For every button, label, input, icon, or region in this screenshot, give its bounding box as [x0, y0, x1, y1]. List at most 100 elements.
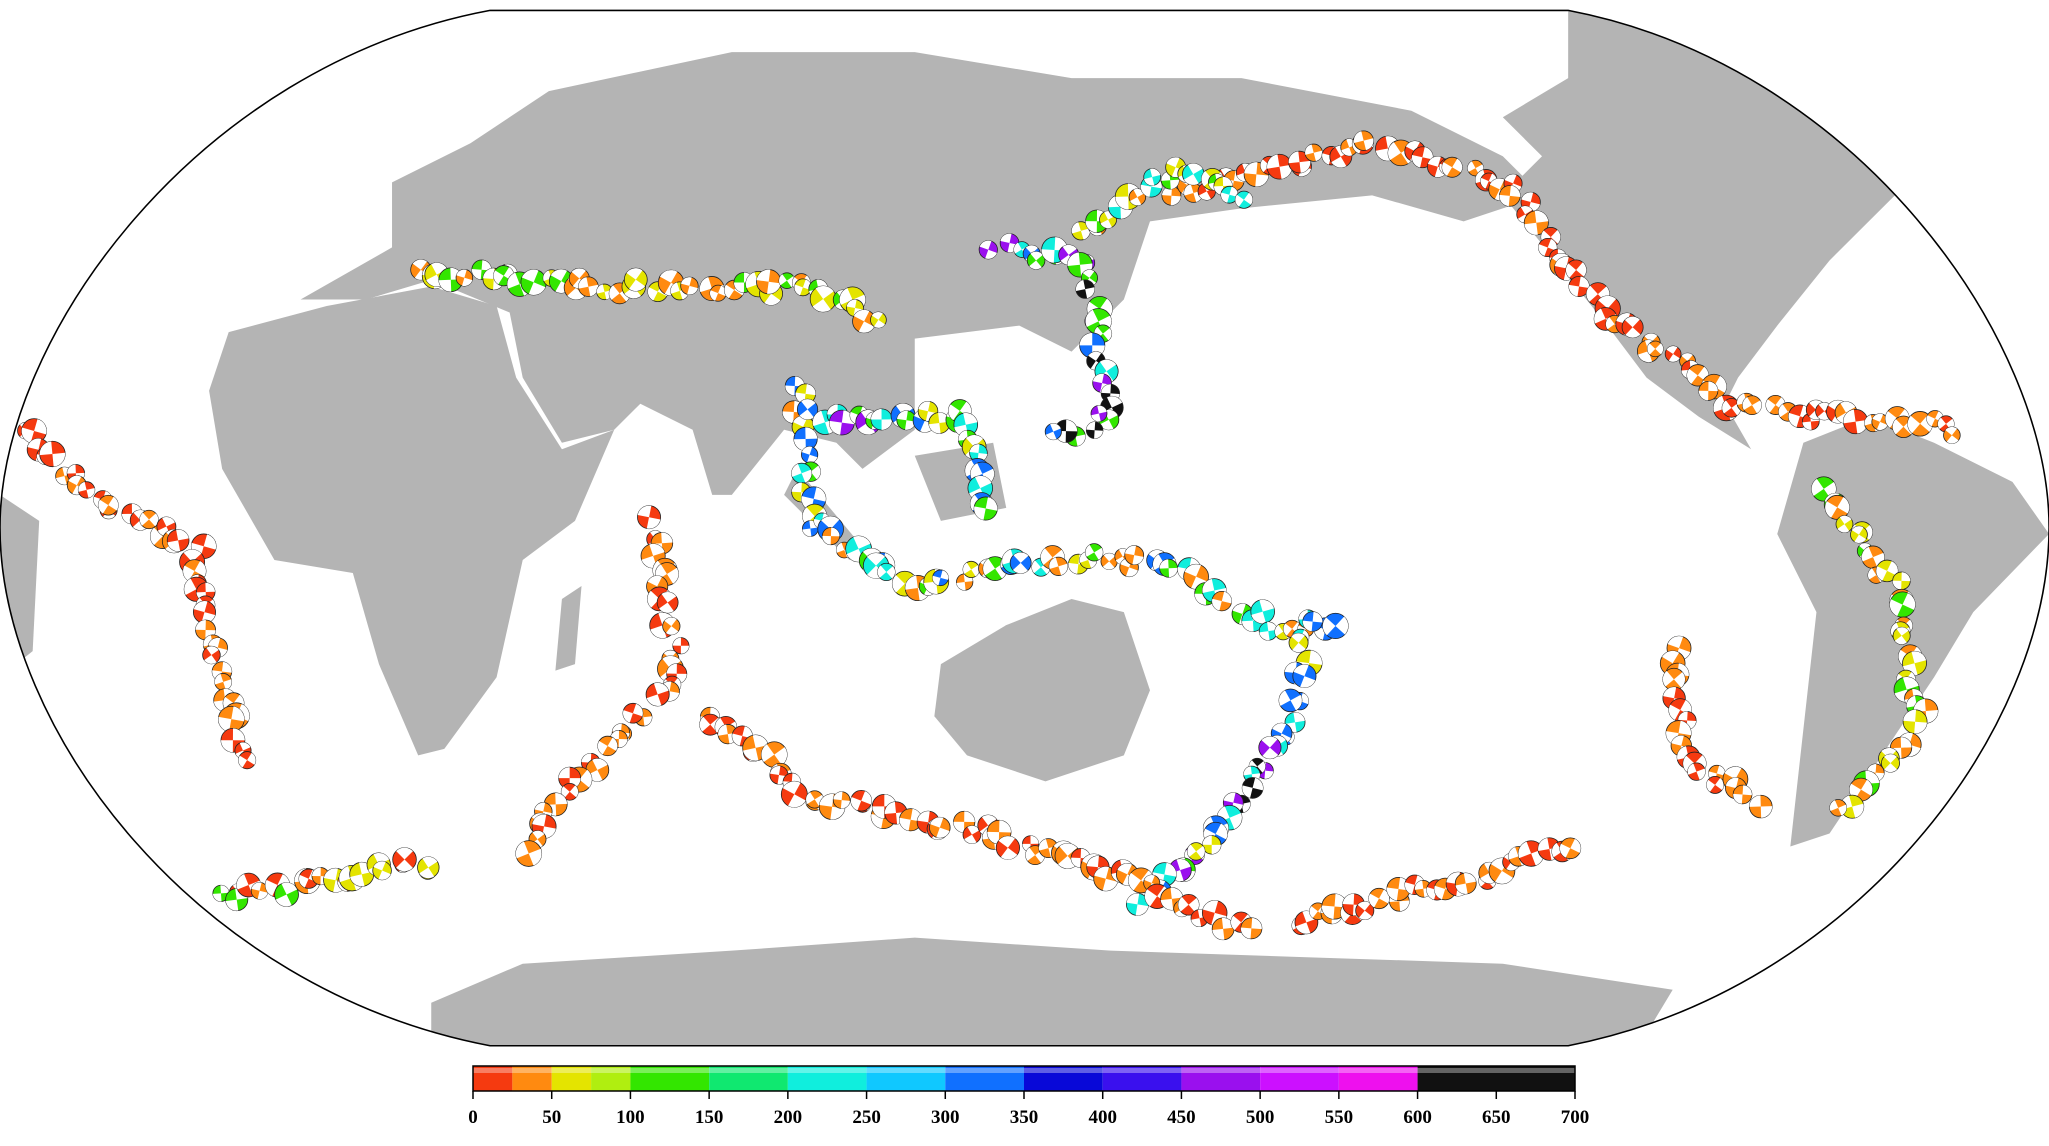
beachball — [597, 735, 618, 757]
beachball-quadrant — [21, 419, 47, 443]
beachball — [1355, 901, 1375, 921]
beachball-quadrant — [1733, 785, 1752, 804]
colorbar-segment — [473, 1066, 513, 1091]
beachball — [1881, 753, 1900, 773]
beachball — [1664, 345, 1682, 363]
beachball-quadrant — [220, 728, 245, 753]
beachball — [1353, 130, 1374, 151]
colorbar-segment — [945, 1066, 1024, 1091]
beachball — [1241, 777, 1264, 799]
beachball-quadrant — [456, 269, 473, 287]
beachball — [656, 591, 679, 614]
beachball — [793, 426, 818, 451]
beachball-quadrant — [659, 592, 677, 613]
beachball — [1211, 590, 1232, 612]
colorbar-segment — [591, 1066, 631, 1091]
beachball-quadrant — [1159, 559, 1178, 578]
beachball-quadrant — [238, 752, 256, 768]
colorbar-tick-label: 450 — [1167, 1107, 1196, 1128]
beachball — [1687, 762, 1706, 781]
africa — [209, 286, 615, 756]
beachball-quadrant — [1293, 664, 1316, 688]
beachball-quadrant — [1029, 251, 1043, 270]
beachball — [850, 790, 873, 812]
beachball — [1850, 525, 1868, 544]
beachball — [1523, 210, 1549, 236]
beachball-quadrant — [1291, 633, 1306, 653]
beachball-quadrant — [1442, 158, 1463, 176]
beachball — [372, 860, 392, 881]
beachball-quadrant — [646, 682, 669, 706]
beachball — [932, 569, 949, 587]
beachball — [97, 494, 119, 516]
beachball-quadrant — [956, 573, 973, 591]
beachball-quadrant — [1075, 280, 1095, 299]
beachball-quadrant — [1130, 188, 1145, 206]
beachball — [756, 269, 782, 295]
beachball-quadrant — [1749, 795, 1773, 818]
beachball-quadrant — [98, 496, 119, 514]
beachball-quadrant — [1094, 866, 1118, 891]
beachball — [417, 856, 440, 879]
beachball-quadrant — [235, 742, 251, 759]
beachball-quadrant — [1668, 700, 1692, 720]
beachball-quadrant — [987, 820, 1012, 845]
beachball-quadrant — [39, 441, 66, 467]
beachball-quadrant — [1187, 844, 1205, 859]
beachball — [1646, 340, 1664, 358]
beachball-quadrant — [373, 861, 391, 880]
beachball — [645, 682, 670, 707]
beachball-quadrant — [1742, 397, 1762, 414]
beachball-quadrant — [1837, 515, 1852, 533]
beachball-quadrant — [870, 408, 893, 431]
beachball-quadrant — [801, 487, 826, 511]
beachball — [1182, 162, 1205, 186]
colorbar-tick-label: 300 — [931, 1107, 960, 1128]
beachball-quadrant — [1321, 893, 1348, 920]
beachball-quadrant — [969, 444, 988, 462]
beachball — [1085, 543, 1104, 562]
beachball — [962, 825, 982, 844]
beachball-quadrant — [1288, 151, 1311, 173]
beachball-quadrant — [1091, 405, 1107, 422]
beachball-quadrant — [1183, 163, 1203, 185]
beachball-quadrant — [1945, 426, 1959, 444]
beachball-quadrant — [998, 836, 1018, 860]
beachball-quadrant — [78, 481, 95, 498]
beachball — [795, 383, 816, 405]
beachball-quadrant — [819, 793, 845, 820]
beachball — [1266, 153, 1293, 180]
beachball-quadrant — [791, 463, 812, 483]
beachball-quadrant — [265, 874, 290, 896]
beachball-quadrant — [578, 277, 599, 297]
beachball — [560, 782, 579, 801]
beachball — [1835, 515, 1854, 533]
beachball — [899, 808, 923, 832]
beachball-quadrant — [1244, 162, 1269, 187]
beachball — [794, 278, 812, 297]
beachball — [1842, 409, 1869, 435]
beachball — [1128, 188, 1147, 206]
beachball-quadrant — [1538, 238, 1557, 257]
beachball — [821, 527, 840, 546]
beachball — [1749, 794, 1773, 819]
beachball-quadrant — [1913, 698, 1938, 724]
beachball — [1943, 426, 1961, 444]
beachball-quadrant — [167, 529, 189, 552]
colorbar-segment — [512, 1066, 552, 1091]
beachball-quadrant — [1624, 316, 1641, 338]
beachball-quadrant — [641, 543, 665, 569]
map-frame — [0, 9, 2049, 1047]
beachball-quadrant — [954, 412, 978, 437]
beachball-quadrant — [932, 570, 949, 586]
beachball — [1907, 411, 1933, 437]
beachball-quadrant — [963, 562, 980, 577]
beachball-quadrant — [1353, 131, 1374, 151]
beachball — [214, 673, 233, 691]
colorbar-highlight — [473, 1068, 1575, 1073]
beachball-quadrant — [1524, 210, 1549, 235]
beachball-quadrant — [597, 737, 618, 755]
beachball — [1742, 395, 1762, 416]
colorbar-segment — [551, 1066, 592, 1091]
